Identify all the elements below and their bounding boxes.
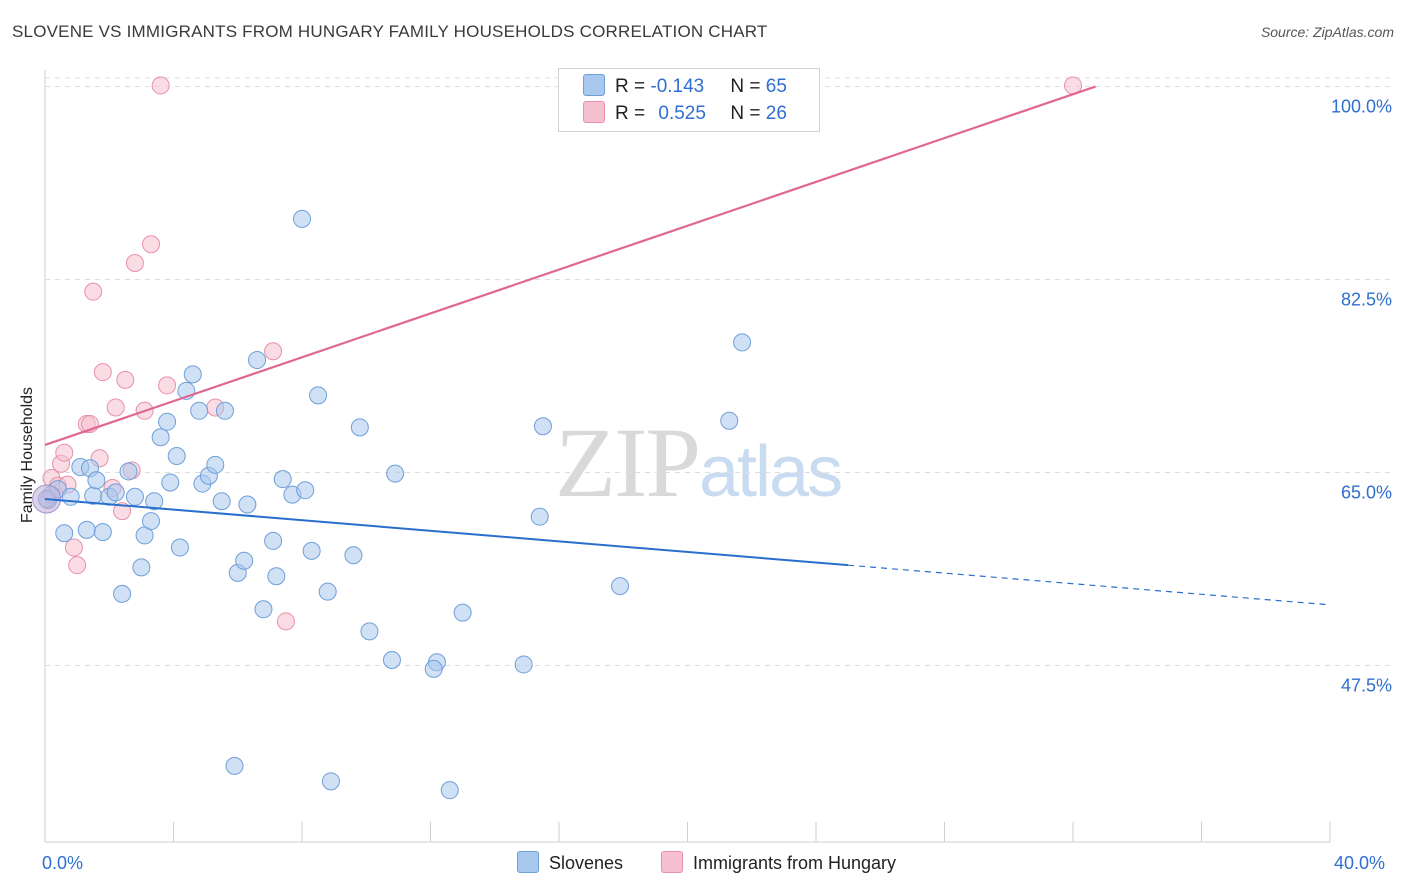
slovenes-point-22: [161, 473, 180, 492]
slovenes-point-61: [611, 577, 630, 596]
y-tick-label-100: 100.0%: [1330, 96, 1392, 117]
slovenes-point-23: [167, 447, 186, 465]
slovenes-point-10: [93, 523, 112, 542]
legend-n-label: N =: [730, 103, 766, 124]
hungary-point-3: [55, 443, 74, 462]
legend-r-label: R =: [615, 103, 651, 124]
slovenes-point-33: [225, 756, 244, 775]
legend-row-slovenes: R = -0.143 N = 65: [583, 74, 787, 100]
slovenes-point-14: [119, 462, 138, 481]
hungary-trendline: [44, 85, 1096, 447]
slovenes-point-41: [273, 470, 292, 489]
slovenes-trendline: [44, 498, 849, 567]
slovenes-point-21: [158, 412, 177, 431]
hungary-point-19: [142, 235, 161, 254]
slovenes-point-57: [453, 603, 472, 622]
hungary-point-20: [151, 76, 170, 95]
bottom-legend-label-hungary: Immigrants from Hungary: [693, 853, 897, 873]
slovenes-point-9: [87, 471, 106, 490]
slovenes-point-37: [248, 351, 267, 370]
hungary-point-14: [113, 502, 132, 521]
bottom-legend-slovenes: Slovenes: [517, 851, 623, 874]
hungary-point-17: [125, 254, 144, 272]
hungary-point-24: [264, 342, 283, 361]
slovenes-point-31: [212, 492, 231, 511]
y-tick-label-82-5: 82.5%: [1340, 289, 1392, 310]
hungary-point-23: [276, 612, 295, 631]
slovenes-point-56: [440, 781, 459, 800]
slovenes-point-51: [360, 622, 379, 641]
slovenes-point-13: [113, 584, 132, 603]
legend-n-label: N =: [730, 76, 766, 97]
slovenes-point-59: [530, 507, 549, 526]
slovenes-point-53: [382, 651, 401, 670]
slovenes-point-60: [533, 417, 552, 436]
bottom-legend-hungary: Immigrants from Hungary: [661, 851, 896, 874]
slovenes-point-46: [309, 386, 328, 405]
slovenes-point-20: [151, 428, 170, 447]
legend-r-label: R =: [615, 76, 651, 97]
legend-r-value: 0.525: [658, 103, 706, 124]
slovenes-point-52: [386, 464, 405, 483]
legend-swatch-pink: [583, 101, 605, 123]
hungary-point-11: [93, 363, 112, 382]
slovenes-point-4: [61, 487, 80, 506]
hungary-point-21: [158, 376, 177, 395]
hungary-point-13: [106, 398, 125, 417]
bottom-legend-swatch-blue: [517, 851, 539, 873]
slovenes-point-39: [264, 531, 283, 550]
hungary-point-15: [116, 370, 135, 389]
legend-n-value: 65: [765, 76, 787, 97]
slovenes-point-36: [238, 495, 257, 514]
slovenes-point-55: [424, 659, 443, 678]
bottom-legend-swatch-pink: [661, 851, 683, 873]
hungary-point-5: [64, 538, 83, 557]
slovenes-point-27: [190, 401, 209, 420]
legend-n-value: 26: [765, 103, 787, 124]
slovenes-point-62: [720, 411, 739, 430]
y-tick-label-47-5: 47.5%: [1340, 675, 1392, 696]
slovenes-point-48: [321, 772, 340, 791]
correlation-legend: R = -0.143 N = 65 R = 0.525 N = 26: [558, 68, 820, 132]
slovenes-point-45: [302, 541, 321, 560]
slovenes-point-15: [125, 487, 144, 506]
chart-title: SLOVENE VS IMMIGRANTS FROM HUNGARY FAMIL…: [12, 22, 768, 41]
slovenes-point-38: [254, 600, 273, 619]
slovenes-point-18: [142, 512, 161, 531]
slovenes-point-58: [514, 655, 533, 674]
y-tick-label-65: 65.0%: [1340, 482, 1392, 503]
slovenes-point-49: [344, 546, 363, 565]
slovenes-point-47: [318, 582, 337, 601]
legend-r-value: -0.143: [650, 76, 705, 97]
slovenes-trendline-extension: [848, 564, 1331, 606]
hungary-point-9: [84, 282, 103, 301]
watermark-zip: ZIP: [555, 407, 701, 518]
slovenes-point-3: [55, 524, 74, 543]
slovenes-point-12: [106, 483, 125, 502]
hungary-point-6: [68, 556, 87, 575]
slovenes-point-43: [293, 209, 311, 228]
slovenes-point-30: [206, 455, 225, 474]
x-tick-label-min: 0.0%: [42, 853, 84, 873]
slovenes-point-40: [267, 567, 286, 586]
legend-row-hungary: R = 0.525 N = 26: [583, 101, 787, 127]
slovenes-point-44: [296, 481, 315, 500]
slovenes-point-63: [733, 333, 752, 352]
x-tick-label-max: 40.0%: [1334, 853, 1386, 873]
slovenes-point-16: [132, 558, 151, 577]
legend-swatch-blue: [583, 74, 605, 96]
slovenes-point-50: [350, 418, 369, 437]
slovenes-point-26: [183, 365, 202, 384]
slovenes-point-32: [215, 401, 234, 420]
watermark-atlas: atlas: [699, 432, 843, 512]
watermark: ZIPatlas: [555, 405, 843, 520]
slovenes-point-6: [77, 520, 96, 539]
source-credit: Source: ZipAtlas.com: [1260, 24, 1394, 40]
bottom-legend-label-slovenes: Slovenes: [549, 853, 624, 873]
slovenes-point-35: [235, 551, 254, 570]
slovenes-point-19: [145, 492, 164, 511]
slovenes-point-24: [170, 538, 189, 557]
